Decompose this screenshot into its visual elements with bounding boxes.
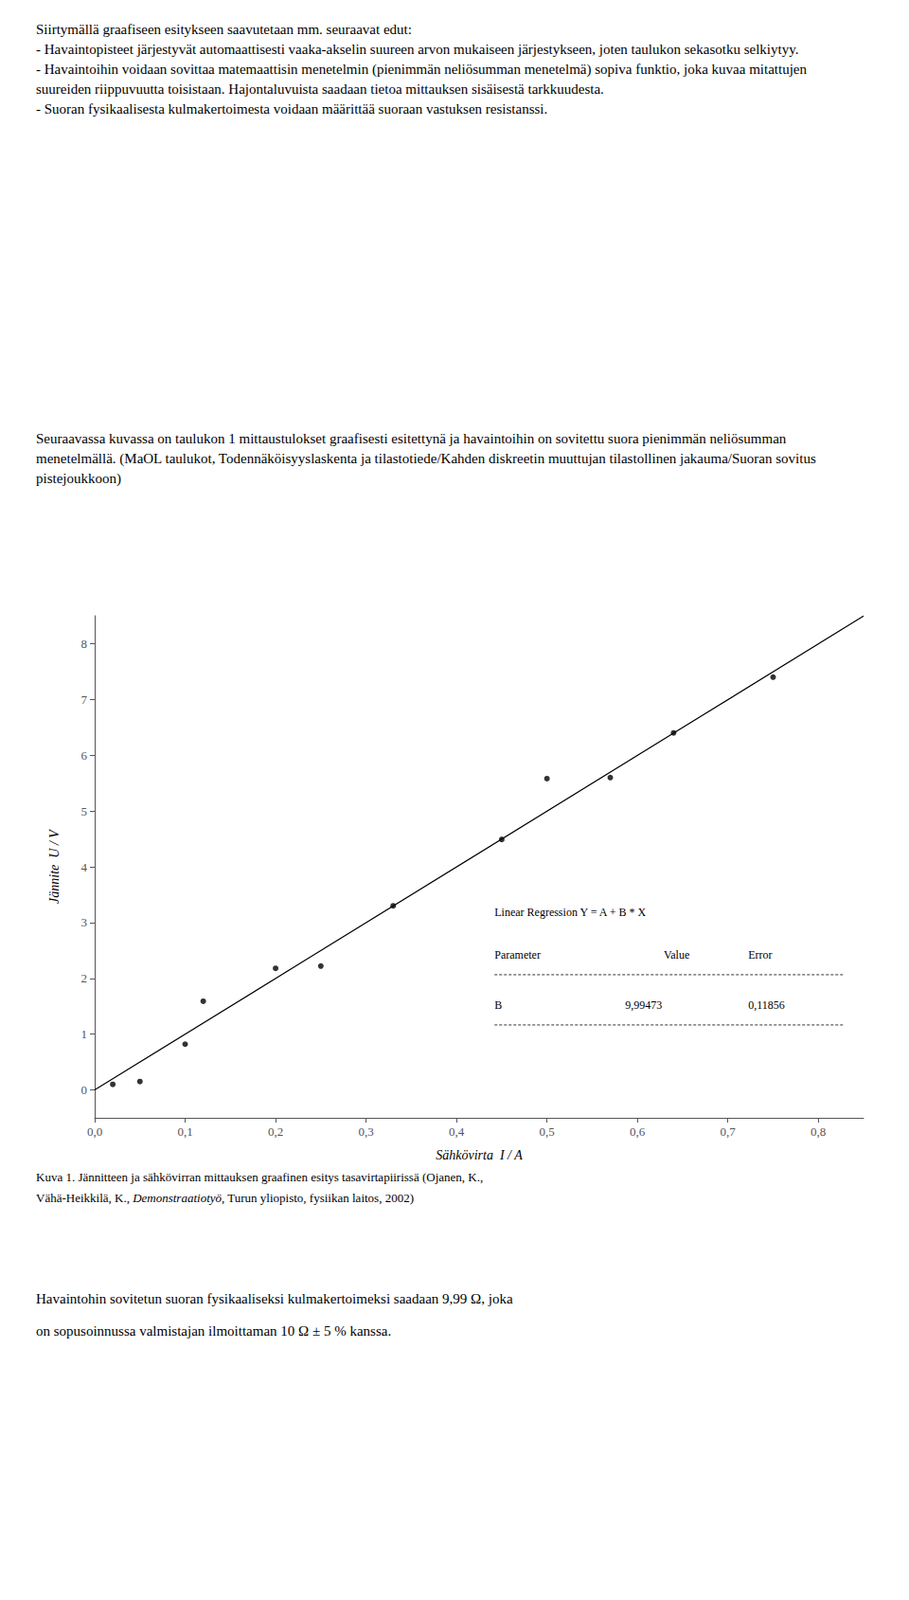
svg-text:0,11856: 0,11856 bbox=[748, 998, 785, 1012]
svg-text:5: 5 bbox=[81, 803, 89, 819]
svg-text:2: 2 bbox=[81, 970, 89, 985]
svg-text:0,6: 0,6 bbox=[629, 1123, 646, 1139]
svg-text:Parameter: Parameter bbox=[494, 947, 541, 962]
svg-text:- Havaintoihin voidaan sovitta: - Havaintoihin voidaan sovittaa matemaat… bbox=[35, 61, 811, 78]
svg-text:0,8: 0,8 bbox=[810, 1123, 826, 1139]
svg-text:suureiden riippuvuutta toisist: suureiden riippuvuutta toisistaan. Hajon… bbox=[35, 81, 605, 97]
svg-text:0,5: 0,5 bbox=[539, 1123, 555, 1139]
svg-text:Error: Error bbox=[748, 947, 772, 962]
svg-text:7: 7 bbox=[81, 692, 89, 707]
svg-text:menetelmällä. (MaOL taulukot,: menetelmällä. (MaOL taulukot, Todennäköi… bbox=[35, 450, 820, 467]
svg-text:Vähä-Heikkilä, K.,: Vähä-Heikkilä, K., bbox=[35, 1190, 133, 1205]
svg-text:0,7: 0,7 bbox=[720, 1123, 737, 1139]
svg-text:0,1: 0,1 bbox=[177, 1123, 193, 1139]
svg-text:B: B bbox=[494, 998, 502, 1012]
svg-text:1: 1 bbox=[81, 1026, 89, 1041]
svg-text:- Suoran fysikaalisesta kulmak: - Suoran fysikaalisesta kulmakertoimesta… bbox=[35, 101, 548, 117]
svg-text:Linear Regression Y = A + B *: Linear Regression Y = A + B * X bbox=[494, 905, 646, 919]
svg-text:6: 6 bbox=[81, 748, 89, 763]
svg-text:8: 8 bbox=[81, 636, 89, 651]
svg-text:0: 0 bbox=[81, 1082, 89, 1097]
svg-text:3: 3 bbox=[81, 914, 89, 929]
svg-text:on sopusoinnussa valmistajan i: on sopusoinnussa valmistajan ilmoittaman… bbox=[35, 1322, 392, 1338]
svg-text:Seuraavassa kuvassa on tauluko: Seuraavassa kuvassa on taulukon 1 mittau… bbox=[35, 430, 790, 446]
svg-text:Siirtymällä graafiseen esityks: Siirtymällä graafiseen esitykseen saavut… bbox=[35, 21, 412, 37]
svg-text:Sähkövirta I / A: Sähkövirta I / A bbox=[435, 1147, 523, 1162]
svg-text:0,0: 0,0 bbox=[87, 1123, 103, 1139]
svg-text:Demonstraatiotyö: Demonstraatiotyö bbox=[131, 1190, 222, 1205]
svg-text:Value: Value bbox=[663, 947, 690, 962]
svg-text:Jännite U / V: Jännite U / V bbox=[47, 828, 62, 904]
svg-text:pistejoukkoon): pistejoukkoon) bbox=[35, 470, 122, 487]
svg-text:- Havaintopisteet järjestyvät: - Havaintopisteet järjestyvät automaatti… bbox=[35, 41, 799, 57]
svg-text:0,2: 0,2 bbox=[267, 1123, 284, 1139]
svg-text:0,4: 0,4 bbox=[448, 1123, 465, 1139]
svg-text:9,99473: 9,99473 bbox=[624, 998, 662, 1012]
svg-text:0,3: 0,3 bbox=[357, 1123, 374, 1139]
svg-text:, Turun yliopisto, fysiikan la: , Turun yliopisto, fysiikan laitos, 2002… bbox=[221, 1190, 414, 1205]
svg-text:4: 4 bbox=[81, 859, 89, 874]
svg-text:Kuva 1. Jännitteen ja sähkövir: Kuva 1. Jännitteen ja sähkövirran mittau… bbox=[35, 1169, 483, 1184]
svg-text:Havaintohin sovitetun suoran f: Havaintohin sovitetun suoran fysikaalise… bbox=[35, 1290, 514, 1306]
